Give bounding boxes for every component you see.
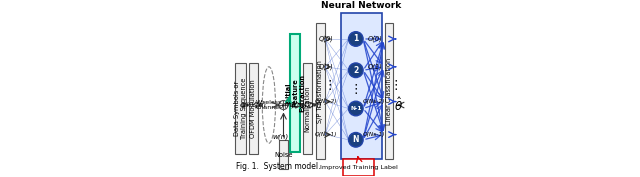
FancyBboxPatch shape bbox=[303, 63, 312, 154]
Ellipse shape bbox=[262, 67, 275, 143]
FancyBboxPatch shape bbox=[340, 13, 382, 159]
Text: Q(Ns-2): Q(Ns-2) bbox=[315, 99, 337, 104]
Circle shape bbox=[349, 133, 363, 147]
FancyBboxPatch shape bbox=[235, 63, 246, 154]
Text: Q(1): Q(1) bbox=[319, 64, 334, 70]
Text: Improved Training Label: Improved Training Label bbox=[319, 165, 397, 170]
Text: Noise: Noise bbox=[275, 152, 292, 158]
Text: ⋮: ⋮ bbox=[390, 79, 402, 92]
Text: Q(Ns-1): Q(Ns-1) bbox=[315, 132, 337, 137]
Circle shape bbox=[349, 32, 363, 46]
Circle shape bbox=[349, 63, 363, 78]
Text: $\hat{\theta}$: $\hat{\theta}$ bbox=[394, 96, 403, 114]
Text: s(n): s(n) bbox=[252, 102, 267, 108]
FancyBboxPatch shape bbox=[316, 23, 324, 159]
Text: Wireless
Channel: Wireless Channel bbox=[256, 100, 282, 110]
Text: Q(0): Q(0) bbox=[319, 36, 334, 42]
Text: Linear Classification: Linear Classification bbox=[386, 58, 392, 125]
Text: F(m): F(m) bbox=[291, 102, 308, 108]
FancyBboxPatch shape bbox=[385, 23, 393, 159]
Text: O(0): O(0) bbox=[368, 36, 383, 42]
FancyBboxPatch shape bbox=[278, 140, 289, 169]
Text: Initial
Feature
Extraction: Initial Feature Extraction bbox=[285, 74, 305, 112]
FancyBboxPatch shape bbox=[290, 34, 300, 152]
Circle shape bbox=[279, 101, 288, 110]
Text: y(n): y(n) bbox=[280, 102, 294, 108]
Text: O(Ns-2): O(Ns-2) bbox=[364, 99, 385, 104]
Text: N: N bbox=[353, 135, 359, 144]
Text: ⋮: ⋮ bbox=[324, 79, 337, 92]
Text: Fig. 1.  System model.: Fig. 1. System model. bbox=[236, 162, 321, 171]
FancyBboxPatch shape bbox=[343, 159, 374, 176]
Text: O(1): O(1) bbox=[368, 64, 383, 70]
Text: O(Ns-1): O(Ns-1) bbox=[364, 132, 385, 137]
Text: Q(m): Q(m) bbox=[303, 102, 322, 108]
FancyBboxPatch shape bbox=[249, 63, 258, 154]
Text: N-1: N-1 bbox=[350, 106, 362, 111]
Circle shape bbox=[349, 101, 363, 116]
Text: Data Symbols or
Training Sequence: Data Symbols or Training Sequence bbox=[234, 78, 247, 139]
Text: d(k): d(k) bbox=[239, 102, 254, 108]
Text: t: t bbox=[356, 161, 360, 170]
Text: S/P Transformation: S/P Transformation bbox=[317, 60, 323, 122]
Text: w(n): w(n) bbox=[273, 133, 289, 140]
Text: 2: 2 bbox=[353, 66, 358, 75]
Text: OFDM Modulation: OFDM Modulation bbox=[250, 79, 256, 138]
Text: 1: 1 bbox=[353, 35, 358, 44]
Text: ⋮: ⋮ bbox=[349, 83, 362, 96]
Text: Neural Network: Neural Network bbox=[321, 1, 401, 10]
Text: Normalization: Normalization bbox=[305, 85, 310, 132]
